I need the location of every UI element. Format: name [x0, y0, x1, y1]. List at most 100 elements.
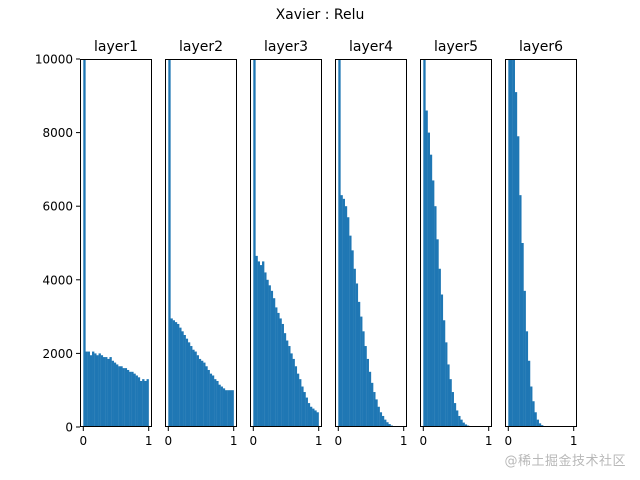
histogram-bar — [436, 239, 439, 427]
histogram-bar — [381, 415, 385, 427]
histogram-bar — [517, 136, 520, 427]
histogram-bar — [142, 379, 145, 427]
histogram-bar — [344, 206, 348, 427]
histogram-bar — [109, 357, 112, 427]
histogram-bar — [514, 92, 518, 427]
x-tick-label: 1 — [400, 434, 408, 448]
histogram-bar — [281, 323, 284, 427]
histogram-bar — [432, 180, 435, 427]
histogram-bar — [530, 386, 533, 427]
histogram-bar — [135, 375, 138, 427]
histogram-bar — [279, 318, 282, 427]
histogram-bar — [224, 390, 228, 427]
subplot-layer3: layer3 0 1 — [249, 39, 323, 448]
histogram-bar — [133, 373, 136, 427]
histogram-bar — [427, 132, 430, 427]
y-tick-label: 0 — [65, 421, 73, 435]
histogram-bar — [107, 358, 110, 427]
histogram-bar — [196, 355, 199, 427]
histogram-bar — [525, 331, 529, 427]
axes-frame — [165, 59, 237, 427]
histogram-bar — [456, 410, 459, 427]
histogram-bar — [105, 357, 108, 427]
histogram-bar — [174, 322, 178, 427]
histogram-bar — [368, 371, 372, 427]
histogram-bar — [338, 59, 341, 427]
histogram-bar — [449, 379, 452, 427]
histogram-bar — [129, 371, 132, 427]
histogram-bar — [303, 392, 306, 427]
axes-frame — [505, 59, 577, 427]
histogram-bars — [423, 59, 476, 427]
histogram-bar — [264, 272, 267, 427]
histogram-bar — [185, 338, 189, 427]
histogram-bar — [146, 379, 149, 427]
histogram-bar — [429, 154, 433, 427]
histogram-bar — [137, 377, 141, 427]
histogram-bar — [445, 342, 448, 427]
y-tick-label: 4000 — [42, 273, 73, 287]
histogram-bar — [92, 351, 95, 427]
histogram-bar — [462, 422, 465, 427]
subplot-title: layer1 — [94, 39, 138, 55]
histogram-bar — [113, 362, 117, 427]
histogram-bar — [96, 355, 99, 427]
x-tick-label: 1 — [230, 434, 238, 448]
histogram-bar — [364, 346, 367, 427]
histogram-bar — [222, 388, 226, 427]
histogram-bar — [312, 408, 315, 427]
histogram-bar — [190, 346, 193, 427]
histogram-bar — [286, 340, 289, 427]
histogram-bar — [388, 424, 391, 427]
histogram-bar — [194, 351, 197, 427]
histogram-bar — [355, 283, 359, 427]
subplot-layer5: layer5 0 1 — [419, 39, 493, 448]
axes-frame — [80, 59, 152, 427]
y-tick-label: 2000 — [42, 347, 73, 361]
histogram-bar — [536, 419, 539, 427]
histogram-bar — [458, 415, 461, 427]
axes-frame — [250, 59, 322, 427]
x-tick-label: 1 — [485, 434, 493, 448]
histogram-bar — [209, 373, 213, 427]
histogram-bar — [227, 390, 230, 427]
histogram-bar — [179, 327, 182, 427]
histogram-bar — [371, 382, 374, 427]
subplot-title: layer3 — [264, 39, 308, 55]
histogram-bar — [283, 333, 287, 427]
histogram-bar — [124, 368, 128, 427]
watermark-text: @稀土掘金技术社区 — [504, 454, 626, 469]
histogram-bar — [510, 59, 513, 427]
axes-frame — [420, 59, 492, 427]
histogram-bars — [508, 59, 548, 427]
x-tick-label: 0 — [334, 434, 342, 448]
histogram-bar — [453, 403, 457, 427]
histogram-bar — [120, 366, 123, 427]
subplot-title: layer2 — [179, 39, 223, 55]
histogram-bars — [83, 59, 149, 427]
histogram-bars — [338, 59, 400, 427]
histogram-bar — [292, 358, 295, 427]
x-tick-label: 1 — [145, 434, 153, 448]
histogram-bar — [181, 331, 184, 427]
histogram-bar — [294, 366, 298, 427]
histogram-bar — [220, 386, 223, 427]
histogram-bar — [207, 369, 210, 427]
subplot-title: layer6 — [519, 39, 563, 55]
x-tick-label: 1 — [315, 434, 323, 448]
histogram-bar — [464, 424, 468, 427]
histogram-bar — [266, 279, 269, 427]
x-tick-label: 0 — [419, 434, 427, 448]
histogram-bar — [211, 375, 215, 427]
histogram-bar — [307, 403, 311, 427]
histogram-bar — [314, 410, 317, 427]
histogram-bar — [187, 342, 191, 427]
histogram-bar — [532, 401, 535, 427]
histogram-bar — [386, 422, 389, 427]
histogram-bar — [438, 268, 441, 427]
histogram-bar — [192, 349, 195, 427]
histogram-bar — [305, 397, 308, 427]
histogram-bar — [366, 358, 369, 427]
histogram-bar — [360, 316, 363, 427]
histogram-bar — [126, 369, 130, 427]
